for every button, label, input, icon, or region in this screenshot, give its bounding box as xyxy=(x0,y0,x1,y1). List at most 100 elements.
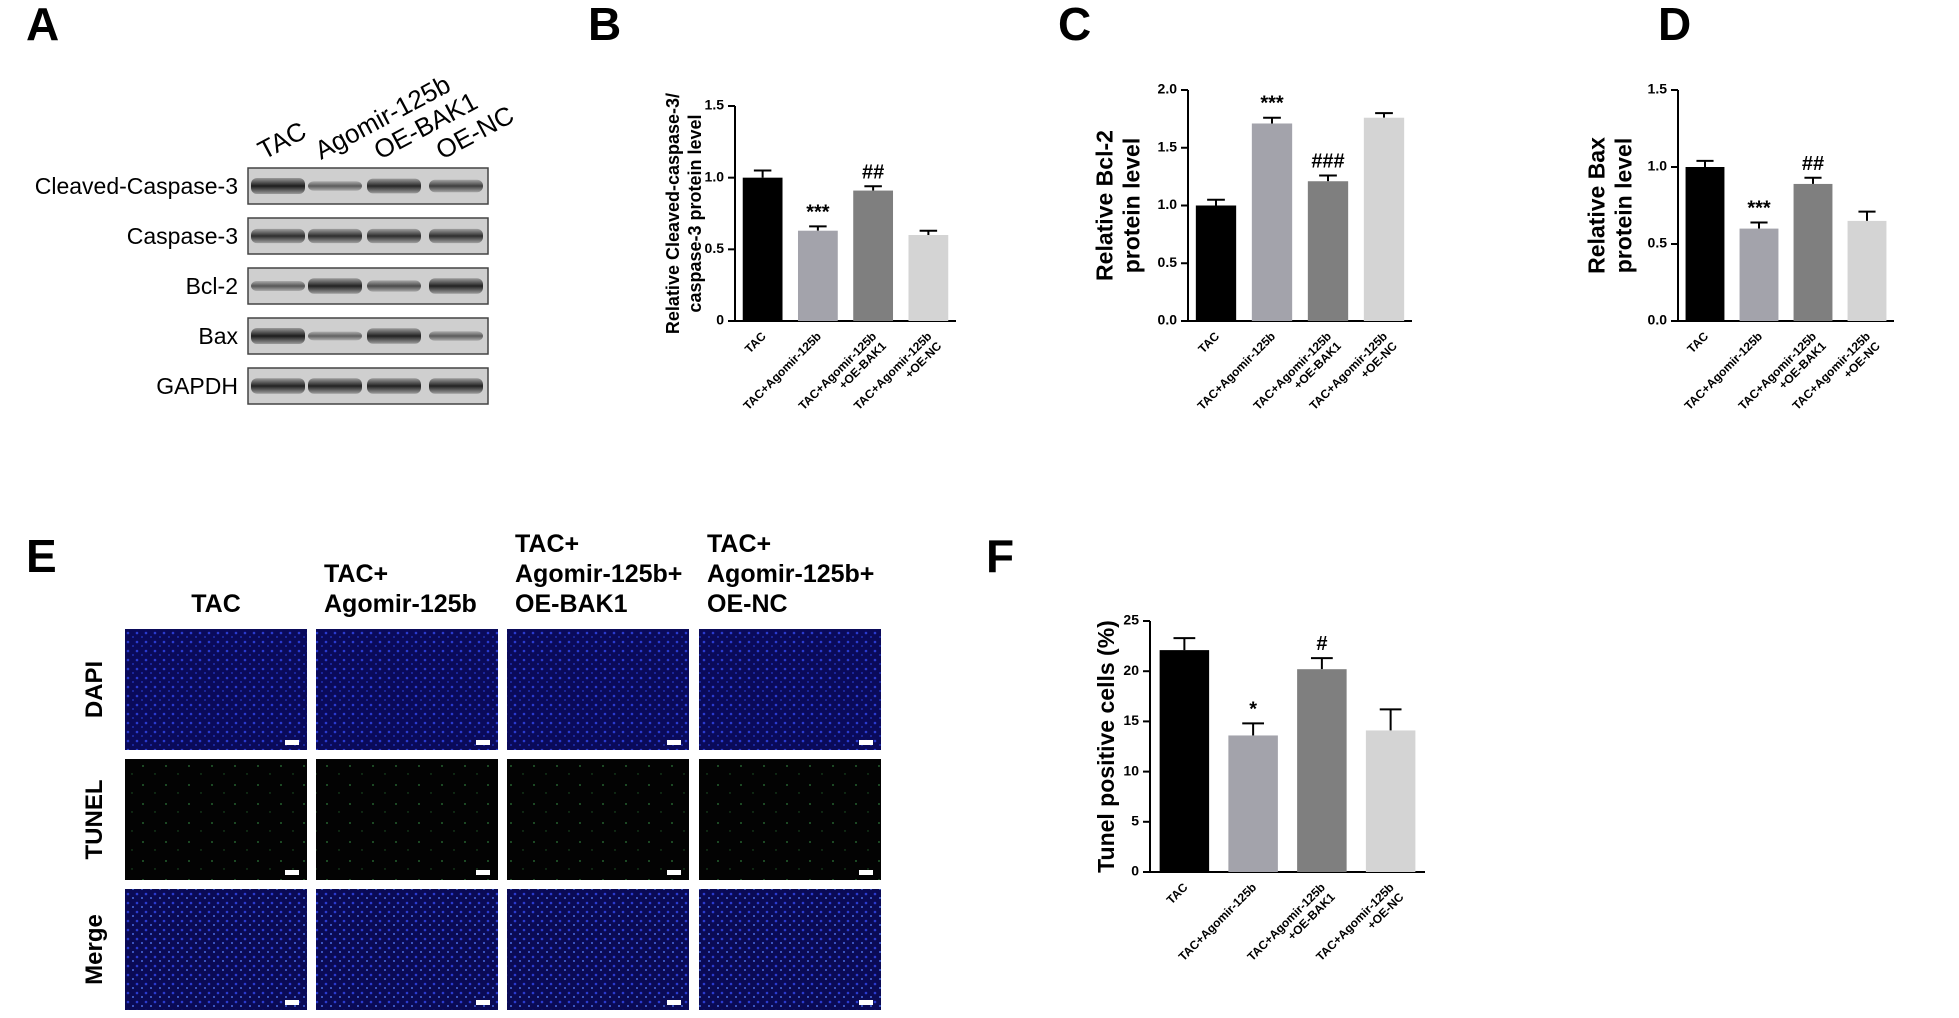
micrograph xyxy=(316,759,498,880)
row-label: GAPDH xyxy=(156,373,238,399)
significance-label: # xyxy=(1316,633,1327,655)
scale-bar xyxy=(476,870,490,875)
bar xyxy=(742,177,783,321)
blot-band xyxy=(308,331,362,341)
scale-bar xyxy=(859,1000,873,1005)
column-header: Agomir-125b+ xyxy=(707,560,874,588)
scale-bar xyxy=(667,740,681,745)
micrograph xyxy=(507,889,689,1010)
micrograph xyxy=(316,889,498,1010)
blot-band xyxy=(308,378,362,394)
micrograph xyxy=(125,759,307,880)
column-header: Agomir-125b xyxy=(324,590,477,618)
x-tick-label: TAC xyxy=(1164,880,1191,907)
blot-band xyxy=(429,331,483,341)
y-tick-label: 1.0 xyxy=(705,168,725,184)
y-tick-label: 1.5 xyxy=(1648,81,1668,97)
x-tick-group: TAC xyxy=(1164,880,1191,907)
column-header: TAC+ xyxy=(324,560,388,588)
row-label: Cleaved-Caspase-3 xyxy=(35,173,238,199)
x-tick-group: TAC xyxy=(1684,329,1711,356)
micrograph xyxy=(316,629,498,750)
column-header: TAC+ xyxy=(707,530,771,558)
significance-label: ## xyxy=(1802,153,1824,175)
blot-band xyxy=(429,278,483,294)
bar xyxy=(1363,117,1405,321)
y-axis-label: Relative Cleaved-caspase-3/ xyxy=(663,93,683,334)
panel-letter: B xyxy=(588,0,621,50)
blot-band xyxy=(251,281,305,291)
blot-band xyxy=(367,328,421,344)
blot-band xyxy=(367,378,421,394)
panel-letter: F xyxy=(986,530,1014,582)
scale-bar xyxy=(667,1000,681,1005)
bar xyxy=(797,230,838,321)
micrograph xyxy=(699,889,881,1010)
y-tick-label: 1.5 xyxy=(1158,138,1178,154)
blot-band xyxy=(367,228,421,244)
scale-bar xyxy=(667,870,681,875)
micrograph xyxy=(699,629,881,750)
lane-label: TAC xyxy=(253,115,311,165)
panel-letter: C xyxy=(1058,0,1091,50)
panel-letter: E xyxy=(26,530,57,582)
significance-label: * xyxy=(1249,698,1257,720)
micrograph xyxy=(507,629,689,750)
bar xyxy=(1251,123,1293,322)
blot-band xyxy=(251,378,305,394)
significance-label: ### xyxy=(1311,150,1344,172)
micrograph xyxy=(125,889,307,1010)
y-axis-label: Relative Bcl-2 xyxy=(1092,130,1118,281)
x-tick-group: TAC xyxy=(742,329,769,356)
bar xyxy=(1195,205,1237,321)
panel-letter: D xyxy=(1658,0,1691,50)
column-header: OE-BAK1 xyxy=(515,590,628,618)
row-label: DAPI xyxy=(81,661,108,718)
row-label: Caspase-3 xyxy=(127,223,238,249)
scale-bar xyxy=(285,740,299,745)
blot-band xyxy=(251,328,305,344)
scale-bar xyxy=(859,740,873,745)
y-tick-label: 15 xyxy=(1123,712,1139,728)
column-header: OE-NC xyxy=(707,590,788,618)
blot-band xyxy=(429,228,483,244)
y-tick-label: 2.0 xyxy=(1158,81,1178,97)
bar xyxy=(1228,735,1278,872)
significance-label: *** xyxy=(1260,93,1284,115)
y-tick-label: 0.0 xyxy=(1648,312,1668,328)
scale-bar xyxy=(285,870,299,875)
row-label: Bax xyxy=(198,323,238,349)
x-tick-label: TAC xyxy=(1195,329,1222,356)
bar xyxy=(853,190,894,321)
y-tick-label: 0 xyxy=(716,312,724,328)
micrograph xyxy=(125,629,307,750)
significance-label: *** xyxy=(806,201,830,223)
micrograph xyxy=(507,759,689,880)
bar xyxy=(1847,220,1887,321)
column-header: TAC+ xyxy=(515,530,579,558)
row-label: TUNEL xyxy=(81,780,108,860)
micrograph xyxy=(699,759,881,880)
y-axis-label: Relative Bax xyxy=(1584,137,1610,274)
y-tick-label: 0 xyxy=(1131,863,1139,879)
blot-band xyxy=(308,181,362,191)
scale-bar xyxy=(476,1000,490,1005)
row-label: Merge xyxy=(81,914,108,985)
x-tick-label: TAC xyxy=(742,329,769,356)
y-tick-label: 0.5 xyxy=(705,240,725,256)
panel-letter: A xyxy=(26,0,59,50)
bar xyxy=(1307,181,1349,321)
x-tick-group: TAC xyxy=(1195,329,1222,356)
y-tick-label: 10 xyxy=(1123,762,1139,778)
y-axis-label: Tunel positive cells (%) xyxy=(1093,620,1119,873)
y-tick-label: 1.0 xyxy=(1158,196,1178,212)
y-tick-label: 1.5 xyxy=(705,97,725,113)
bar xyxy=(1297,669,1347,872)
significance-label: *** xyxy=(1747,197,1771,219)
blot-band xyxy=(251,228,305,244)
bar xyxy=(1159,650,1210,872)
y-tick-label: 5 xyxy=(1131,813,1139,829)
y-tick-label: 0.5 xyxy=(1648,235,1668,251)
